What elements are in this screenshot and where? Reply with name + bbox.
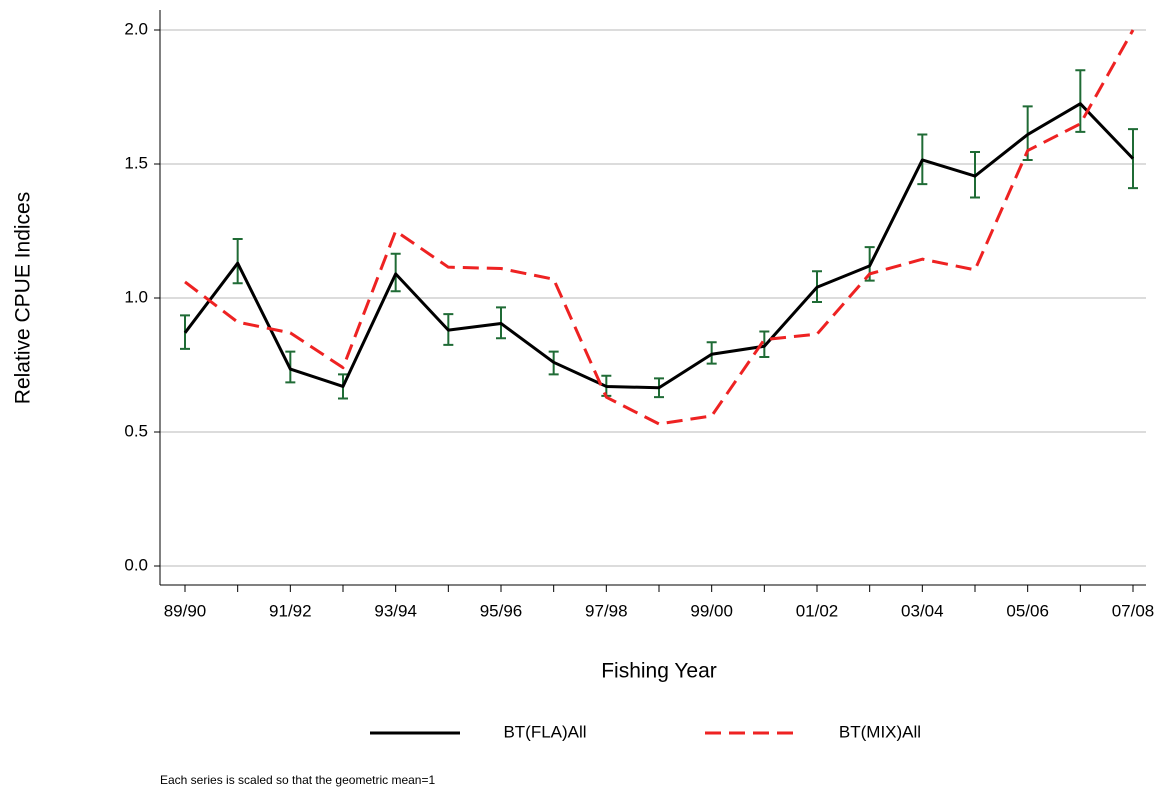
x-tick-label: 07/08 [1112, 601, 1155, 620]
x-tick-label: 91/92 [269, 601, 312, 620]
y-tick-label: 2.0 [124, 19, 148, 38]
series-line [184, 29, 1135, 426]
y-tick-label: 0.5 [124, 421, 148, 440]
legend-label: BT(MIX)All [839, 722, 921, 741]
x-axis-title: Fishing Year [601, 660, 717, 683]
x-tick-label: 03/04 [901, 601, 944, 620]
error-bar [1075, 69, 1086, 133]
legend-label: BT(FLA)All [503, 722, 586, 741]
x-tick-label: 05/06 [1006, 601, 1049, 620]
x-tick-label: 93/94 [374, 601, 417, 620]
x-tick-label: 99/00 [690, 601, 733, 620]
y-axis-title: Relative CPUE Indices [12, 192, 35, 404]
x-tick-label: 01/02 [796, 601, 839, 620]
y-tick-label: 1.5 [124, 153, 148, 172]
x-tick-label: 95/96 [480, 601, 523, 620]
y-tick-label: 0.0 [124, 555, 148, 574]
footnote: Each series is scaled so that the geomet… [160, 773, 435, 787]
y-tick-label: 1.0 [124, 287, 148, 306]
error-bar [232, 238, 243, 285]
x-tick-label: 97/98 [585, 601, 628, 620]
series-line [183, 102, 1135, 390]
x-tick-label: 89/90 [164, 601, 207, 620]
